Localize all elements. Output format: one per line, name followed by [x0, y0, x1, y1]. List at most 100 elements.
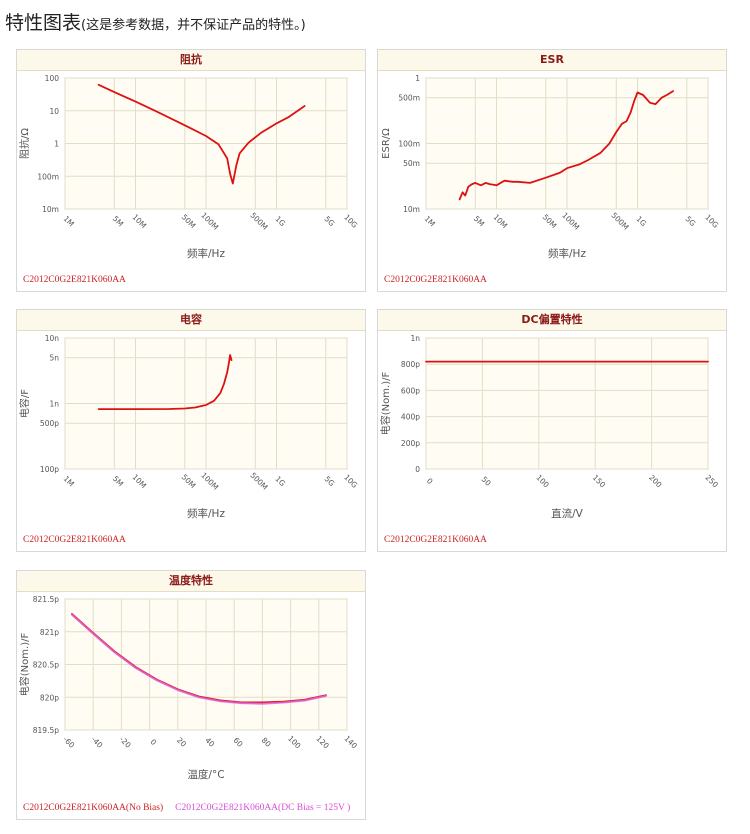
- y-tick-label: 800p: [401, 360, 420, 369]
- x-tick-label: 5G: [684, 214, 698, 228]
- x-tick-label: 10M: [491, 212, 509, 230]
- y-tick-label: 10: [49, 107, 59, 116]
- y-axis-title: 电容/F: [18, 389, 31, 418]
- y-tick-label: 10n: [45, 334, 60, 343]
- y-axis-title: 阻抗/Ω: [18, 128, 31, 159]
- x-tick-label: -40: [89, 735, 104, 750]
- x-tick-label: 1M: [62, 214, 76, 228]
- panel-title: DC偏置特性: [378, 310, 726, 331]
- x-tick-label: 1G: [273, 474, 287, 488]
- y-tick-label: 500m: [398, 94, 420, 103]
- y-tick-label: 600p: [401, 386, 420, 395]
- chart-legend: C2012C0G2E821K060AA: [384, 535, 487, 545]
- x-tick-label: 150: [591, 473, 608, 490]
- panel-title: 阻抗: [17, 50, 365, 71]
- y-tick-label: 1: [415, 74, 420, 83]
- x-axis-title: 频率/Hz: [548, 247, 586, 260]
- y-tick-label: 100m: [37, 172, 59, 181]
- x-tick-label: 200: [647, 473, 664, 490]
- panel-title: 电容: [17, 310, 365, 331]
- y-tick-label: 819.5p: [33, 726, 59, 735]
- page-title-text: 特性图表: [5, 12, 82, 34]
- legend-series-no-bias: C2012C0G2E821K060AA(No Bias): [23, 803, 164, 813]
- chart-legend: C2012C0G2E821K060AA: [384, 275, 487, 285]
- x-tick-label: 500M: [249, 211, 270, 232]
- y-tick-label: 1: [54, 140, 59, 149]
- x-tick-label: 250: [704, 473, 721, 490]
- legend-series-main: C2012C0G2E821K060AA: [384, 275, 487, 285]
- y-tick-label: 0: [415, 465, 420, 474]
- x-tick-label: 50M: [541, 212, 559, 230]
- x-tick-label: 5M: [111, 214, 125, 228]
- esr-chart: 1M 5M 10M 50M 100M 500M 1G 5G 10G 10m 50m 100m 500m 1…: [381, 74, 721, 260]
- y-tick-label: 200p: [401, 439, 420, 448]
- x-tick-label: 60: [231, 736, 244, 749]
- x-tick-label: 10M: [130, 212, 148, 230]
- series-line-1: [97, 83, 306, 185]
- x-tick-label: 1G: [273, 214, 287, 228]
- dc-bias-chart: 0 50 100 150 200 250 0 200p 400p 600p 800p 1n 直流/V 电容…: [379, 334, 721, 520]
- dc-bias-chart-panel: DC偏置特性 0 50 100 150 200 250 0 200p 400p 600p 800p 1…: [377, 309, 727, 552]
- chart-legend: C2012C0G2E821K060AA: [23, 535, 126, 545]
- series-line-1: [97, 354, 233, 410]
- x-tick-label: 1M: [423, 214, 437, 228]
- y-tick-label: 821.5p: [33, 595, 59, 604]
- y-tick-label: 5n: [49, 354, 59, 363]
- y-tick-label: 50m: [403, 159, 420, 168]
- x-tick-label: 5G: [323, 474, 337, 488]
- x-tick-label: 120: [314, 734, 331, 751]
- x-tick-label: 10M: [130, 472, 148, 490]
- legend-series-dc-bias: C2012C0G2E821K060AA(DC Bias = 125V ): [175, 803, 351, 813]
- x-tick-label: 50: [480, 475, 493, 488]
- x-tick-label: 80: [260, 736, 273, 749]
- x-tick-label: 0: [148, 737, 158, 747]
- y-tick-label: 100: [45, 74, 60, 83]
- y-tick-label: 100m: [398, 140, 420, 149]
- x-tick-label: 100: [286, 734, 303, 751]
- x-tick-label: 140: [343, 734, 360, 751]
- series-line-1: [458, 90, 675, 201]
- y-tick-label: 1n: [49, 400, 59, 409]
- temperature-chart-panel: 温度特性 -60 -40 -20 0 20 40 60 80 100 120 140 819.5p 82…: [16, 570, 366, 820]
- y-tick-label: 100p: [40, 465, 59, 474]
- x-tick-label: 5M: [472, 214, 486, 228]
- x-tick-label: 500M: [610, 211, 631, 232]
- chart-legend: C2012C0G2E821K060AA(No Bias) C2012C0G2E82…: [23, 803, 350, 813]
- chart-legend: C2012C0G2E821K060AA: [23, 275, 126, 285]
- x-tick-label: 100M: [199, 211, 220, 232]
- x-tick-label: 1M: [62, 474, 76, 488]
- x-tick-label: 5G: [323, 214, 337, 228]
- y-tick-label: 10m: [403, 205, 420, 214]
- page-title: 特性图表(这是参考数据，并不保证产品的特性。): [5, 8, 306, 35]
- esr-chart-panel: ESR 1M 5M 10M 50M 100M 500M 1G 5G 10G 10m 50m 100m 5…: [377, 49, 727, 292]
- y-axis-title: 电容(Nom.)/F: [18, 633, 31, 697]
- x-tick-label: 20: [175, 736, 188, 749]
- x-tick-label: 100M: [199, 471, 220, 492]
- y-axis-title: 电容(Nom.)/F: [379, 372, 392, 436]
- x-tick-label: 10G: [703, 213, 720, 230]
- x-tick-label: 10G: [342, 213, 359, 230]
- y-tick-label: 821p: [40, 628, 59, 637]
- y-tick-label: 1n: [410, 334, 420, 343]
- x-tick-label: 40: [203, 736, 216, 749]
- y-axis-title: ESR/Ω: [381, 128, 392, 159]
- y-tick-label: 500p: [40, 419, 59, 428]
- x-tick-label: 100: [534, 473, 551, 490]
- panel-title: 温度特性: [17, 571, 365, 592]
- legend-series-main: C2012C0G2E821K060AA: [23, 535, 126, 545]
- x-tick-label: 1G: [634, 214, 648, 228]
- x-tick-label: 100M: [560, 211, 581, 232]
- x-tick-label: 5M: [111, 474, 125, 488]
- temperature-chart: -60 -40 -20 0 20 40 60 80 100 120 140 819.5p 820p 820…: [18, 595, 360, 781]
- series-line-2: [71, 613, 327, 705]
- x-tick-label: 10G: [342, 473, 359, 490]
- x-tick-label: -20: [118, 735, 133, 750]
- y-tick-label: 820.5p: [33, 661, 59, 670]
- y-tick-label: 10m: [42, 205, 59, 214]
- x-axis-title: 直流/V: [551, 507, 584, 520]
- impedance-chart: 1M 5M 10M 50M 100M 500M 1G 5G 10G 10m 100m 1 10 100 频率…: [18, 74, 360, 260]
- x-tick-label: -60: [61, 735, 76, 750]
- legend-series-main: C2012C0G2E821K060AA: [23, 275, 126, 285]
- x-axis-title: 频率/Hz: [187, 247, 225, 260]
- y-tick-label: 400p: [401, 413, 420, 422]
